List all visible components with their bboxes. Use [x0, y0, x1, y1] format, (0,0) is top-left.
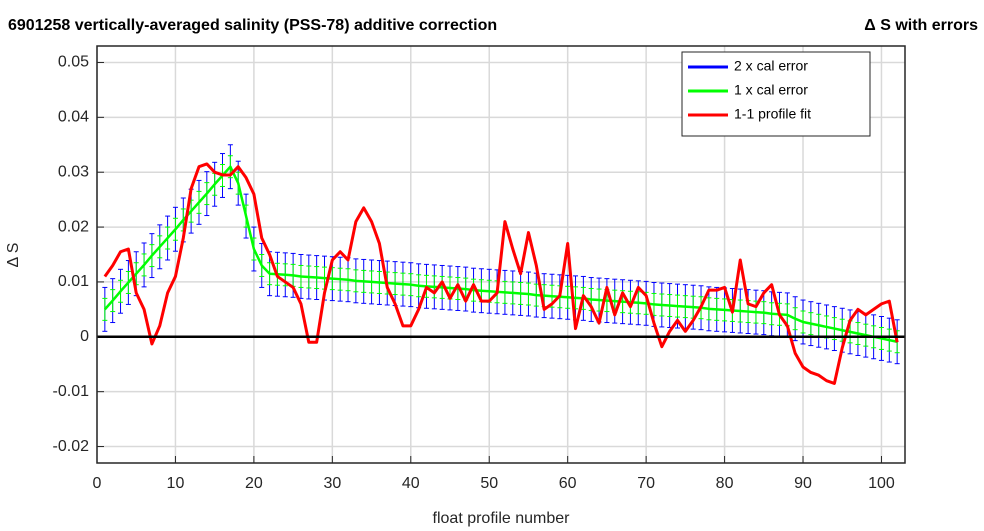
x-axis-label: float profile number	[433, 510, 571, 527]
x-tick-label: 100	[868, 475, 895, 492]
y-tick-label: 0.01	[58, 273, 89, 290]
x-tick-label: 0	[93, 475, 102, 492]
x-tick-label: 40	[402, 475, 420, 492]
series-line	[103, 162, 899, 385]
y-tick-label: 0.04	[58, 109, 89, 126]
legend-label: 2 x cal error	[734, 58, 808, 74]
x-tick-label: 30	[323, 475, 341, 492]
chart-subtitle: Δ S with errors	[864, 17, 978, 34]
y-tick-label: -0.01	[53, 383, 90, 400]
legend-label: 1 x cal error	[734, 82, 808, 98]
y-tick-label: 0.03	[58, 163, 89, 180]
x-tick-label: 70	[637, 475, 655, 492]
chart-title: 6901258 vertically-averaged salinity (PS…	[8, 17, 497, 34]
y-axis-label: Δ S	[5, 243, 22, 268]
y-tick-label: 0.05	[58, 54, 89, 71]
y-tick-label: 0	[80, 328, 89, 345]
x-tick-label: 60	[559, 475, 577, 492]
y-tick-label: 0.02	[58, 218, 89, 235]
plot-frame	[96, 45, 906, 464]
legend-label: 1-1 profile fit	[734, 106, 811, 122]
x-tick-label: 20	[245, 475, 263, 492]
x-tick-label: 80	[716, 475, 734, 492]
x-tick-label: 50	[480, 475, 498, 492]
series-line	[103, 165, 898, 343]
x-tick-label: 90	[794, 475, 812, 492]
x-tick-label: 10	[167, 475, 185, 492]
y-tick-label: -0.02	[53, 438, 90, 455]
